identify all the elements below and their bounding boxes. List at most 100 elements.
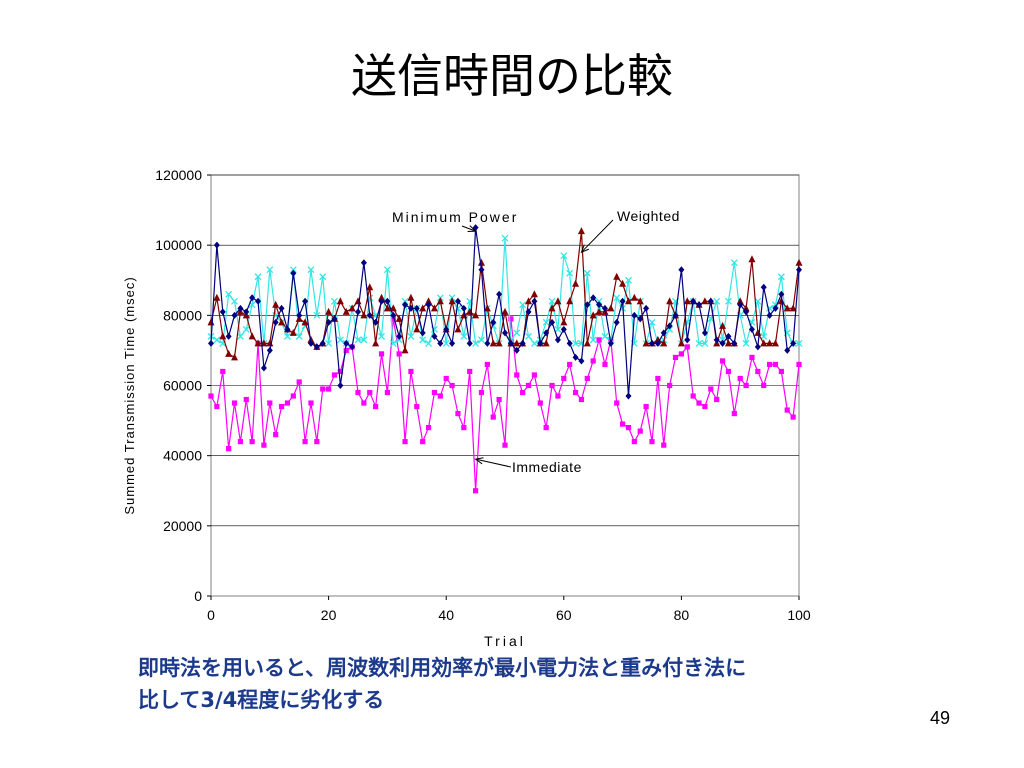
annotation-label: Weighted xyxy=(617,208,680,224)
data-point xyxy=(477,258,485,266)
data-point xyxy=(490,414,496,420)
data-point xyxy=(402,301,409,309)
data-point xyxy=(742,339,750,347)
data-point xyxy=(378,332,385,340)
x-tick-label: 60 xyxy=(556,607,572,623)
data-point xyxy=(654,339,661,347)
data-point xyxy=(560,325,567,333)
annotation-label: Minimum Power xyxy=(392,209,518,225)
data-point xyxy=(696,400,702,406)
data-point xyxy=(395,314,403,322)
data-point xyxy=(473,488,479,494)
data-point xyxy=(554,336,561,344)
data-point xyxy=(590,294,597,302)
data-point xyxy=(525,332,532,340)
data-point xyxy=(508,316,514,322)
data-point xyxy=(407,293,415,301)
data-point xyxy=(489,339,497,347)
data-point xyxy=(631,439,637,445)
data-point xyxy=(513,329,521,337)
data-point xyxy=(461,425,467,431)
data-point xyxy=(777,297,785,305)
data-point xyxy=(231,353,239,361)
x-axis-label: Trial xyxy=(484,633,526,649)
data-point xyxy=(219,308,226,316)
data-point xyxy=(637,428,643,434)
data-point xyxy=(748,255,756,263)
data-point xyxy=(284,400,291,406)
data-point xyxy=(248,332,256,340)
data-point xyxy=(707,297,714,305)
data-point xyxy=(378,351,385,357)
data-point xyxy=(454,325,462,333)
data-point xyxy=(455,410,461,417)
data-point xyxy=(737,301,744,309)
data-point xyxy=(796,266,802,274)
data-point xyxy=(542,318,550,326)
data-point xyxy=(372,318,379,326)
data-point xyxy=(725,368,732,375)
data-point xyxy=(396,332,403,340)
data-point xyxy=(225,290,233,298)
data-point xyxy=(425,339,433,347)
data-point xyxy=(666,297,674,305)
data-point xyxy=(737,375,743,382)
data-point xyxy=(478,336,485,344)
data-point xyxy=(355,308,361,316)
data-point xyxy=(254,339,262,347)
data-point xyxy=(790,414,796,420)
data-point xyxy=(748,325,755,333)
data-point xyxy=(572,339,580,347)
data-point xyxy=(613,294,621,302)
data-point xyxy=(325,307,333,315)
x-tick-label: 20 xyxy=(321,607,337,623)
data-point xyxy=(314,439,320,445)
data-point xyxy=(560,318,568,326)
data-point xyxy=(649,339,655,347)
data-point xyxy=(525,382,532,389)
data-point xyxy=(442,339,450,347)
data-point xyxy=(378,297,385,305)
slide-number: 49 xyxy=(930,708,951,728)
data-point xyxy=(736,297,744,305)
data-point xyxy=(795,339,803,347)
slide-caption: 即時法を用いると、周波数利用効率が最小電力法と重み付き法に 比して3/4程度に劣… xyxy=(138,652,918,716)
data-point xyxy=(342,307,350,315)
data-point xyxy=(319,339,326,347)
data-point xyxy=(501,307,509,315)
x-tick-label: 100 xyxy=(787,607,811,623)
data-point xyxy=(372,339,380,347)
data-point xyxy=(583,269,591,277)
data-point xyxy=(596,301,603,309)
data-point xyxy=(284,325,291,333)
data-point xyxy=(208,393,214,399)
data-point xyxy=(643,403,649,410)
data-point xyxy=(766,339,774,347)
data-point xyxy=(548,304,556,312)
data-point xyxy=(543,425,549,431)
annotation-label: Immediate xyxy=(512,459,582,475)
data-point xyxy=(448,297,456,305)
data-point xyxy=(360,311,368,319)
data-point xyxy=(777,273,785,281)
data-point xyxy=(519,339,526,347)
data-point xyxy=(226,446,232,452)
data-point xyxy=(578,396,585,403)
data-point xyxy=(754,343,761,351)
data-point xyxy=(590,358,596,364)
data-point xyxy=(578,357,585,365)
data-point xyxy=(272,318,279,326)
data-point xyxy=(519,301,527,309)
y-tick-label: 0 xyxy=(194,588,202,604)
x-tick-label: 0 xyxy=(207,607,215,623)
data-point xyxy=(784,346,791,354)
data-point xyxy=(237,304,244,312)
data-point xyxy=(454,297,461,305)
y-tick-label: 20000 xyxy=(163,518,202,534)
data-point xyxy=(607,304,615,312)
data-point xyxy=(231,400,238,406)
data-point xyxy=(554,297,562,305)
data-point xyxy=(760,339,768,347)
data-point xyxy=(613,318,620,326)
data-point xyxy=(343,339,350,347)
